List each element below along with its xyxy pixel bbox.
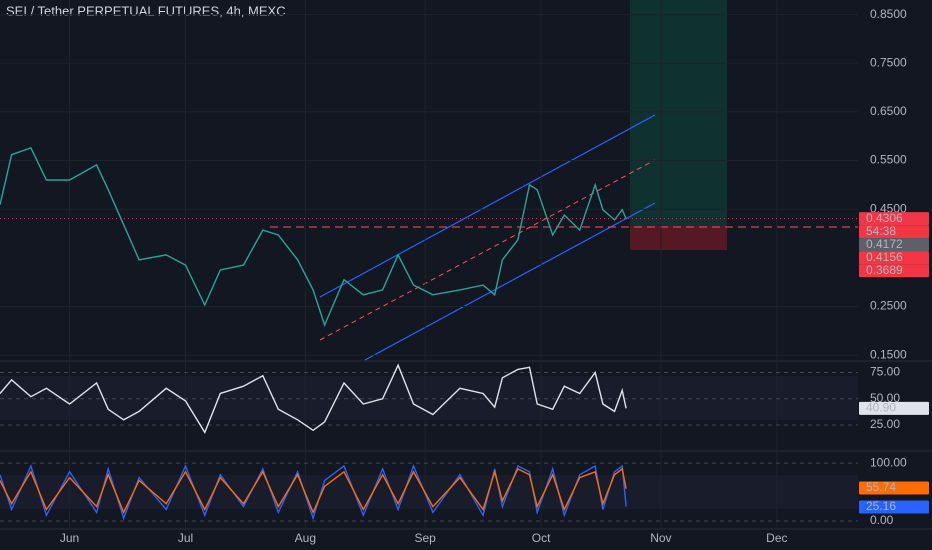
price-badge	[859, 401, 929, 415]
price-badge-label: 54:38	[866, 224, 896, 238]
price-badge-label: 25.16	[866, 499, 896, 513]
x-tick-label: Jul	[178, 531, 193, 545]
price-badge-label: 40.90	[866, 401, 896, 415]
y-tick-label: 0.7500	[870, 55, 907, 69]
price-badge-label: 0.4172	[866, 237, 903, 251]
x-tick-label: Nov	[650, 531, 671, 545]
y-tick-label: 0.6500	[870, 104, 907, 118]
y-tick-label: 100.00	[870, 455, 907, 469]
price-badge	[859, 212, 929, 226]
x-tick-label: Sep	[414, 531, 436, 545]
chart-title: SEI / Tether PERPETUAL FUTURES, 4h, MEXC	[6, 3, 286, 18]
price-badge	[859, 251, 929, 265]
loss-zone	[630, 226, 727, 250]
rsi-band	[0, 376, 858, 420]
price-badge-label: 0.3689	[866, 263, 903, 277]
x-tick-label: Jun	[60, 531, 79, 545]
price-badge	[859, 481, 929, 495]
price-badge	[859, 500, 929, 514]
y-tick-label: 0.8500	[870, 7, 907, 21]
channel-upper	[319, 114, 656, 298]
profit-zone	[630, 0, 727, 226]
price-badge	[859, 264, 929, 278]
line-series	[0, 363, 627, 434]
y-tick-label: 0.2500	[870, 299, 907, 313]
channel-lower	[364, 202, 656, 361]
channel-mid	[319, 159, 656, 341]
y-tick-label: 25.00	[870, 417, 900, 431]
line-series	[0, 467, 627, 515]
price-badge-label: 0.4156	[866, 250, 903, 264]
x-tick-label: Dec	[766, 531, 787, 545]
y-tick-label: 0.5500	[870, 153, 907, 167]
y-tick-label: 0.00	[870, 513, 894, 527]
y-tick-label: 50.00	[870, 391, 900, 405]
price-badge-label: 0.4306	[866, 211, 903, 225]
x-tick-label: Oct	[532, 531, 551, 545]
y-tick-label: 0.1500	[870, 347, 907, 361]
price-badge	[859, 238, 929, 252]
price-badge-label: 55.74	[866, 480, 896, 494]
y-tick-label: 0.4500	[870, 201, 907, 215]
y-tick-label: 75.00	[870, 365, 900, 379]
line-series	[0, 147, 627, 327]
price-badge	[859, 225, 929, 239]
x-tick-label: Aug	[295, 531, 316, 545]
